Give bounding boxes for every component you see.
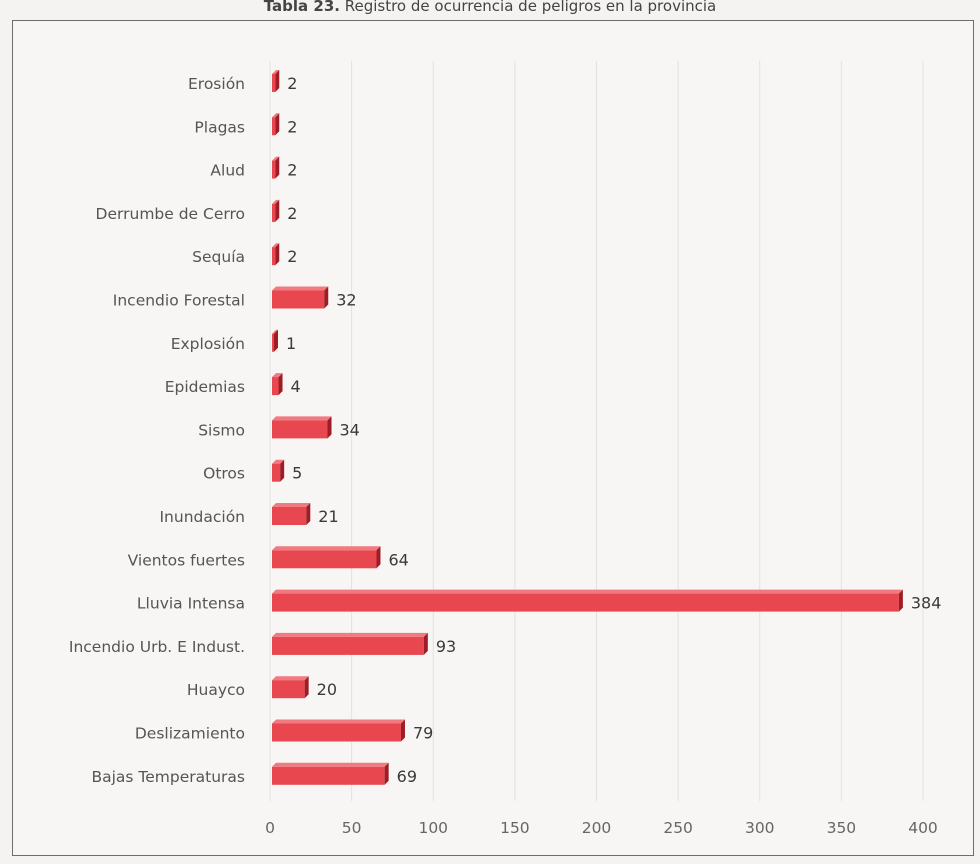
- value-label: 69: [397, 767, 417, 786]
- x-tick-label: 400: [908, 819, 938, 837]
- bar-side: [898, 589, 903, 612]
- bar: [272, 507, 307, 525]
- value-label: 1: [286, 334, 296, 353]
- bar-top: [272, 199, 280, 204]
- bar-side: [274, 329, 278, 352]
- value-label: 21: [318, 507, 338, 526]
- category-label: Huayco: [187, 681, 245, 699]
- category-label: Derrumbe de Cerro: [96, 205, 245, 223]
- bar: [272, 333, 274, 352]
- value-label: 93: [436, 637, 456, 656]
- bar: [272, 420, 328, 439]
- chart-caption: Tabla 23. Registro de ocurrencia de peli…: [0, 0, 980, 16]
- x-tick-label: 100: [418, 819, 448, 837]
- bar: [272, 290, 325, 309]
- bar-top: [272, 416, 332, 421]
- bar-side: [275, 156, 280, 179]
- bar: [272, 117, 276, 136]
- category-label: Bajas Temperaturas: [91, 768, 245, 786]
- value-label: 2: [287, 247, 297, 266]
- category-label: Explosión: [171, 335, 245, 353]
- category-label: Otros: [203, 465, 245, 483]
- bar-side: [376, 546, 381, 569]
- category-label: Sismo: [198, 421, 245, 439]
- bar-side: [275, 113, 280, 136]
- bar-top: [272, 503, 311, 507]
- caption-prefix: Tabla 23.: [263, 0, 340, 15]
- category-label: Vientos fuertes: [128, 551, 245, 569]
- value-label: 34: [340, 420, 360, 439]
- value-label: 384: [911, 594, 942, 613]
- x-tick-label: 150: [500, 819, 530, 837]
- bar-side: [275, 199, 280, 222]
- value-label: 2: [287, 204, 297, 223]
- bar-side: [423, 632, 428, 655]
- x-tick-label: 200: [582, 819, 612, 837]
- bar-chart: Erosión 2 Plagas 2 Alud 2 Derrumbe de Cerro 2 Se…: [69, 61, 942, 837]
- bar: [272, 160, 276, 179]
- bar: [272, 550, 377, 569]
- category-label: Plagas: [194, 118, 245, 136]
- value-label: 2: [287, 74, 297, 93]
- bar-top: [272, 762, 389, 767]
- bar-side: [304, 676, 309, 699]
- value-label: 32: [336, 291, 356, 310]
- value-label: 79: [413, 724, 433, 743]
- bar-side: [275, 243, 280, 266]
- x-tick-label: 50: [342, 819, 362, 837]
- bar-top: [272, 243, 280, 248]
- value-label: 2: [287, 161, 297, 180]
- value-label: 2: [287, 117, 297, 136]
- x-tick-label: 350: [827, 819, 857, 837]
- category-label: Epidemias: [165, 378, 245, 396]
- bar: [272, 680, 305, 699]
- bar: [272, 766, 385, 785]
- category-label: Incendio Urb. E Indust.: [69, 638, 245, 656]
- bar: [272, 247, 276, 266]
- bar-side: [327, 416, 332, 439]
- category-label: Erosión: [188, 75, 245, 93]
- bar-side: [306, 503, 311, 525]
- chart-frame: Erosión 2 Plagas 2 Alud 2 Derrumbe de Cerro 2 Se…: [12, 20, 974, 856]
- bar: [272, 723, 401, 742]
- category-label: Deslizamiento: [135, 725, 245, 743]
- bar-top: [272, 546, 381, 551]
- x-tick-label: 300: [745, 819, 775, 837]
- value-label: 20: [317, 680, 337, 699]
- x-tick-label: 250: [663, 819, 693, 837]
- category-label: Alud: [210, 162, 245, 180]
- bar-side: [384, 762, 389, 785]
- bar-top: [272, 286, 329, 291]
- bar-side: [275, 70, 280, 92]
- bar-top: [272, 329, 278, 334]
- bar-top: [272, 719, 405, 724]
- bar: [272, 74, 276, 92]
- value-label: 5: [292, 464, 302, 483]
- bar: [272, 463, 281, 482]
- bar-side: [278, 373, 283, 396]
- x-tick-label: 0: [265, 819, 275, 837]
- bar-top: [272, 156, 280, 161]
- category-label: Sequía: [192, 248, 245, 266]
- bar: [272, 377, 279, 396]
- bar: [272, 636, 424, 655]
- bar-top: [272, 70, 280, 74]
- category-label: Incendio Forestal: [113, 292, 245, 310]
- caption-text: Registro de ocurrencia de peligros en la…: [339, 0, 717, 15]
- bar-side: [324, 286, 329, 309]
- value-label: 4: [291, 377, 301, 396]
- value-label: 64: [388, 550, 408, 569]
- bar-top: [272, 113, 280, 118]
- bar: [272, 593, 899, 612]
- bar-top: [272, 632, 428, 637]
- bar-top: [272, 459, 285, 464]
- bar: [272, 203, 276, 222]
- bar-side: [400, 719, 405, 742]
- bar-side: [280, 459, 285, 482]
- category-label: Inundación: [159, 508, 245, 526]
- bar-top: [272, 589, 903, 594]
- bar-top: [272, 373, 283, 378]
- bar-top: [272, 676, 309, 681]
- category-label: Lluvia Intensa: [137, 595, 245, 613]
